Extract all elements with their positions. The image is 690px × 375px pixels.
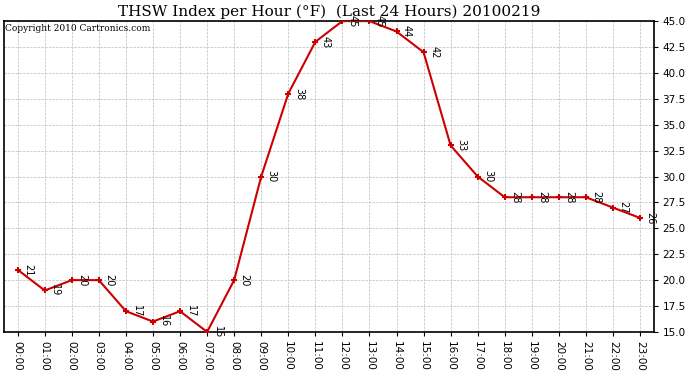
Text: 38: 38: [294, 87, 304, 100]
Text: 17: 17: [186, 305, 195, 317]
Text: 43: 43: [321, 36, 331, 48]
Text: 42: 42: [429, 46, 439, 58]
Text: 20: 20: [239, 274, 250, 286]
Text: 26: 26: [646, 212, 656, 224]
Text: 19: 19: [50, 284, 60, 297]
Text: 45: 45: [348, 15, 358, 27]
Text: 28: 28: [511, 191, 520, 203]
Text: 17: 17: [132, 305, 141, 317]
Text: 45: 45: [375, 15, 385, 27]
Text: 30: 30: [267, 170, 277, 183]
Text: 16: 16: [159, 315, 168, 328]
Title: THSW Index per Hour (°F)  (Last 24 Hours) 20100219: THSW Index per Hour (°F) (Last 24 Hours)…: [118, 4, 540, 18]
Text: Copyright 2010 Cartronics.com: Copyright 2010 Cartronics.com: [6, 24, 151, 33]
Text: 20: 20: [77, 274, 88, 286]
Text: 28: 28: [564, 191, 574, 203]
Text: 30: 30: [483, 170, 493, 183]
Text: 28: 28: [538, 191, 547, 203]
Text: 33: 33: [456, 140, 466, 152]
Text: 15: 15: [213, 326, 223, 338]
Text: 20: 20: [104, 274, 115, 286]
Text: 27: 27: [618, 201, 629, 214]
Text: 21: 21: [23, 264, 33, 276]
Text: 44: 44: [402, 26, 412, 38]
Text: 28: 28: [591, 191, 602, 203]
